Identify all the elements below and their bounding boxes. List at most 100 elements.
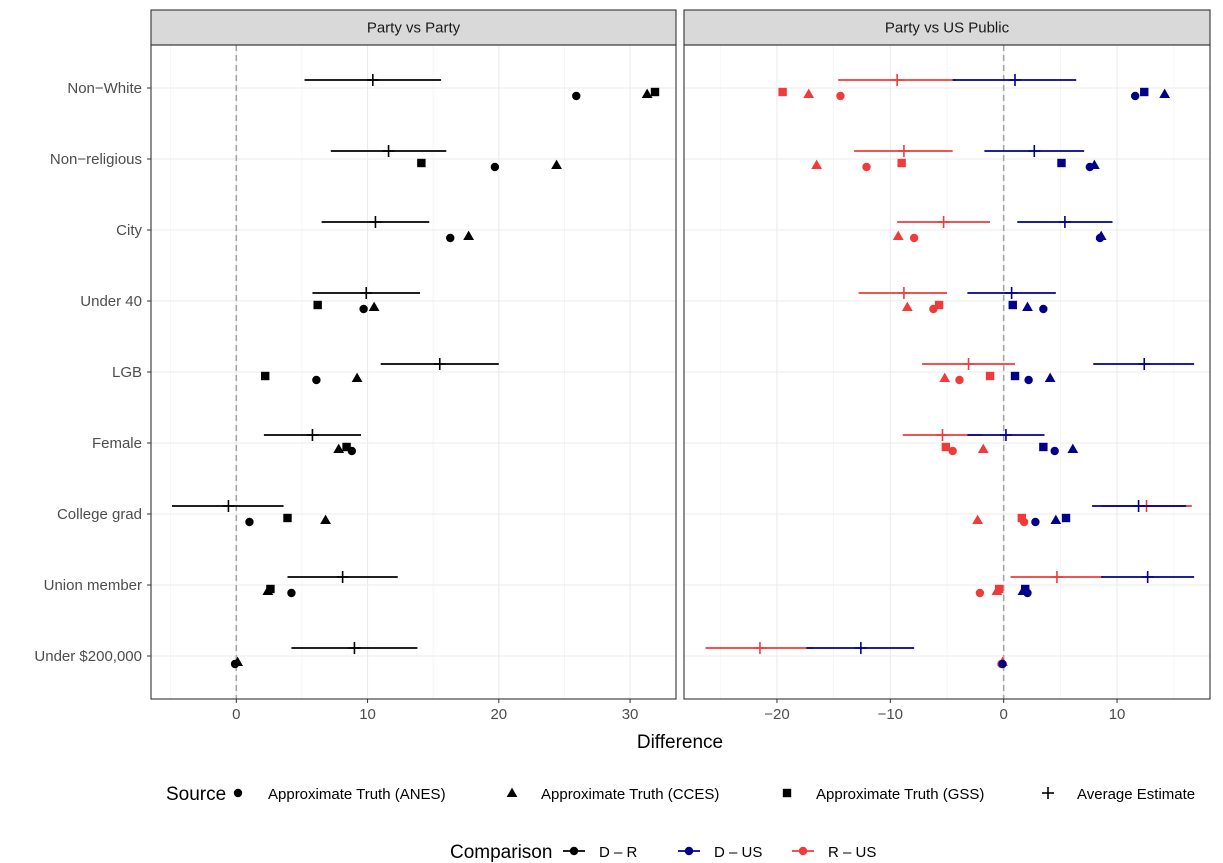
- y-tick-label: College grad: [57, 506, 142, 523]
- truth-anes-point: [948, 446, 957, 456]
- y-tick-label: Non−White: [67, 80, 142, 97]
- legend-key-plus: [1042, 787, 1054, 799]
- estimate-point: [854, 642, 867, 654]
- truth-anes-point: [862, 162, 871, 172]
- truth-anes-point: [1031, 517, 1040, 527]
- x-tick-label: 0: [1000, 706, 1008, 723]
- truth-cces-point: [1022, 301, 1033, 312]
- legend-comparison-label: R – US: [828, 844, 876, 861]
- legend-source-label: Average Estimate: [1077, 786, 1195, 803]
- legend-source-label: Approximate Truth (GSS): [816, 786, 984, 803]
- x-tick-label: −20: [764, 706, 789, 723]
- legend-key-triangle: [506, 787, 518, 798]
- estimate-point: [306, 429, 319, 441]
- legend-comparison-key-dot: [684, 846, 694, 856]
- truth-anes-point: [975, 588, 985, 598]
- estimate-point: [1009, 74, 1022, 86]
- legend-comparison-label: D – R: [599, 844, 638, 861]
- truth-cces-point: [232, 656, 244, 667]
- truth-anes-point: [572, 91, 581, 101]
- truth-gss-point: [994, 584, 1004, 594]
- truth-gss-point: [941, 442, 951, 452]
- series-d-r: [172, 74, 660, 669]
- truth-gss-point: [985, 371, 995, 381]
- series-r-us: [705, 74, 1192, 669]
- y-tick-label: Union member: [44, 577, 142, 594]
- x-tick-label: 10: [1109, 706, 1126, 723]
- truth-cces-point: [551, 159, 562, 170]
- truth-gss-point: [283, 513, 292, 523]
- estimate-point: [433, 358, 446, 370]
- estimate-point: [937, 216, 950, 228]
- x-tick-label: 10: [359, 706, 376, 723]
- legend-source-title: Source: [166, 784, 226, 805]
- truth-cces-point: [1159, 88, 1171, 99]
- truth-cces-point: [1050, 514, 1062, 525]
- legend-key-square: [782, 788, 792, 798]
- x-tick-label: 30: [622, 706, 639, 723]
- truth-gss-point: [1039, 442, 1048, 452]
- estimate-point: [753, 642, 766, 654]
- truth-cces-point: [977, 443, 989, 454]
- panel-2: Party vs US Public −20 −10 0 10: [683, 9, 1211, 723]
- truth-anes-point: [909, 233, 919, 243]
- panel-strip: [683, 9, 1211, 46]
- estimate-point: [891, 74, 904, 86]
- panels-layer: Non−White Non−religious City Under 40 LGB Fem…: [34, 9, 1211, 753]
- truth-cces-point: [939, 372, 951, 383]
- truth-cces-point: [892, 230, 904, 241]
- estimate-point: [360, 287, 373, 299]
- truth-gss-point: [260, 371, 270, 381]
- panel-title: Party vs US Public: [885, 20, 1010, 37]
- estimate-point: [366, 74, 379, 86]
- x-axis-title: Difference: [637, 732, 723, 753]
- legend-comparison-key-dot: [798, 846, 808, 856]
- legend-comparison-key-dot: [569, 846, 579, 856]
- x-tick-label: 0: [232, 706, 240, 723]
- panel-1: Party vs Party 0 10 20 30: [150, 9, 677, 723]
- estimate-point: [1028, 145, 1041, 157]
- legend-key-circle: [233, 788, 243, 798]
- truth-anes-point: [1050, 446, 1059, 456]
- truth-cces-point: [463, 230, 475, 241]
- truth-gss-point: [313, 300, 322, 310]
- truth-cces-point: [351, 372, 363, 383]
- truth-cces-point: [972, 514, 984, 525]
- panel-border: [683, 44, 1211, 700]
- truth-anes-point: [1039, 304, 1048, 314]
- estimate-point: [897, 287, 910, 299]
- truth-gss-point: [650, 87, 660, 97]
- estimate-point: [897, 145, 910, 157]
- panel-title: Party vs Party: [367, 20, 461, 37]
- truth-anes-point: [1130, 91, 1140, 101]
- truth-anes-point: [490, 162, 500, 172]
- truth-gss-point: [934, 300, 944, 310]
- truth-anes-point: [998, 659, 1007, 669]
- truth-anes-point: [446, 233, 455, 243]
- panel-border: [150, 44, 677, 700]
- truth-gss-point: [1140, 87, 1149, 97]
- truth-anes-point: [312, 375, 321, 385]
- y-tick-label: LGB: [112, 364, 142, 381]
- truth-gss-point: [266, 584, 275, 594]
- truth-gss-point: [1021, 584, 1030, 594]
- truth-anes-point: [836, 91, 845, 101]
- truth-cces-point: [811, 159, 823, 170]
- truth-gss-point: [1061, 513, 1071, 523]
- legend-source-label: Approximate Truth (ANES): [268, 786, 446, 803]
- truth-gss-point: [897, 158, 906, 168]
- estimate-point: [348, 642, 361, 654]
- truth-cces-point: [641, 88, 653, 99]
- truth-anes-point: [359, 304, 368, 314]
- grid-layer: [151, 45, 1210, 699]
- estimate-point: [1058, 216, 1071, 228]
- truth-anes-point: [245, 517, 254, 527]
- truth-cces-point: [333, 443, 345, 454]
- truth-cces-point: [1088, 159, 1100, 170]
- estimate-point: [1005, 287, 1018, 299]
- truth-cces-point: [1095, 230, 1107, 241]
- truth-cces-point: [320, 514, 331, 525]
- y-tick-label: City: [116, 222, 142, 239]
- y-tick-label: Non−religious: [50, 151, 142, 168]
